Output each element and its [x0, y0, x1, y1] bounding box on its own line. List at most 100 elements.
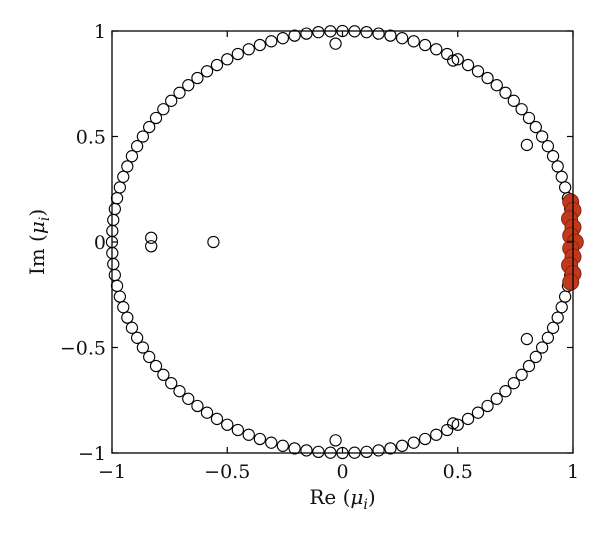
eigenvalue-point	[507, 94, 520, 107]
eigenvalue-point	[430, 43, 443, 56]
eigenvalue-point	[145, 231, 158, 244]
eigenvalue-point	[440, 423, 454, 437]
eigenvalue-point	[396, 439, 409, 452]
y-tick-label: −0.5	[60, 338, 106, 360]
eigenvalue-point	[490, 392, 503, 405]
eigenvalue-point	[231, 423, 245, 437]
eigenvalue-point	[461, 412, 475, 426]
eigenvalue-point	[191, 399, 204, 413]
eigenvalue-point	[515, 103, 528, 116]
x-tick-label: 0	[336, 461, 348, 483]
eigenvalue-point	[276, 32, 289, 45]
eigenvalue-point	[440, 47, 454, 61]
eigenvalue-point	[182, 392, 195, 405]
eigenvalue-point	[231, 47, 245, 61]
eigenvalue-point	[407, 436, 420, 449]
eigenvalue-point	[471, 65, 485, 78]
eigenvalue-point	[558, 181, 572, 194]
eigenvalue-point	[481, 399, 494, 413]
eigenvalue-point	[182, 79, 195, 92]
eigenvalue-point	[471, 406, 485, 419]
eigenvalue-point	[108, 202, 121, 216]
eigenvalue-point	[372, 444, 385, 457]
eigenvalue-point	[329, 434, 342, 447]
eigenvalue-point	[288, 29, 301, 42]
eigenvalue-point	[143, 350, 156, 364]
eigenvalue-point	[143, 120, 156, 134]
eigenvalue-point	[200, 65, 214, 78]
eigenvalue-point	[546, 150, 560, 163]
eigenvalue-point	[113, 181, 127, 194]
eigenvalue-point	[136, 130, 150, 143]
eigenvalue-point	[110, 191, 124, 205]
eigenvalue-point	[372, 27, 385, 40]
y-tick-label: 0	[94, 232, 106, 254]
eigenvalue-point	[253, 38, 267, 52]
eigenvalue-point	[125, 321, 139, 334]
eigenvalue-point	[396, 32, 409, 45]
x-tick-label: 1	[567, 461, 579, 483]
y-tick-label: 1	[94, 21, 106, 43]
eigenvalue-point	[451, 418, 464, 431]
eigenvalue-point	[265, 35, 278, 48]
eigenvalue-point	[200, 406, 214, 419]
eigenvalue-point	[108, 268, 121, 282]
eigenvalue-point	[418, 432, 432, 446]
eigenvalue-point	[288, 442, 301, 455]
eigenvalue-point	[312, 26, 325, 39]
eigenvalue-point	[529, 120, 542, 134]
eigenvalue-point	[121, 160, 134, 173]
eigenvalue-point	[130, 140, 144, 153]
eigenvalue-point	[451, 53, 464, 66]
eigenvalue-point	[210, 412, 224, 426]
eigenvalue-point	[276, 439, 289, 452]
eigenvalue-point	[165, 94, 178, 107]
eigenvalue-point	[551, 311, 564, 324]
x-tick-label: 0.5	[443, 461, 473, 483]
eigenvalue-point	[107, 213, 120, 227]
eigenvalue-point	[253, 432, 267, 446]
eigenvalue-point	[535, 341, 549, 354]
eigenvalue-point	[522, 359, 536, 373]
eigenvalue-point	[481, 71, 494, 85]
eigenvalue-point	[535, 130, 549, 143]
eigenvalue-point	[191, 71, 204, 85]
eigenvalue-point	[110, 279, 124, 293]
eigenvalue-point	[446, 417, 460, 430]
x-tick-label: −1	[98, 461, 126, 483]
eigenvalue-point	[507, 377, 520, 390]
eigenvalue-point	[446, 54, 460, 67]
eigenvalue-point	[555, 170, 568, 183]
y-tick-label: −1	[78, 443, 106, 465]
eigenvalue-point	[515, 368, 528, 381]
eigenvalue-point	[551, 160, 564, 173]
eigenvalue-point	[221, 53, 234, 66]
eigenvalue-point	[157, 368, 170, 381]
eigenvalue-point	[173, 86, 186, 99]
highlighted-eigenvalue-point	[562, 273, 580, 291]
eigenvalue-point	[461, 58, 475, 72]
eigenvalue-point	[117, 170, 130, 183]
eigenvalue-point	[300, 444, 313, 457]
eigenvalue-point	[520, 138, 534, 152]
eigenvalue-point	[130, 331, 144, 344]
plot-area	[105, 24, 584, 460]
x-axis-label: Re (μi)	[309, 485, 375, 513]
eigenvalue-point	[430, 428, 443, 441]
eigenvalue-point	[113, 290, 127, 303]
eigenvalue-point	[522, 111, 536, 125]
eigenvalue-point	[300, 27, 313, 40]
eigenvalue-point	[207, 235, 220, 249]
eigenvalue-point	[210, 58, 224, 72]
eigenvalue-point	[242, 43, 255, 56]
eigenvalue-point	[165, 377, 178, 390]
x-tick-label: −0.5	[204, 461, 250, 483]
eigenvalue-point	[121, 311, 134, 324]
eigenvalue-point	[384, 29, 397, 42]
y-tick-label: 0.5	[76, 127, 106, 149]
axis-ticks	[111, 30, 574, 454]
eigenvalue-point	[360, 445, 373, 458]
eigenvalue-point	[360, 26, 373, 39]
y-axis-label: Im (μi)	[25, 209, 53, 275]
